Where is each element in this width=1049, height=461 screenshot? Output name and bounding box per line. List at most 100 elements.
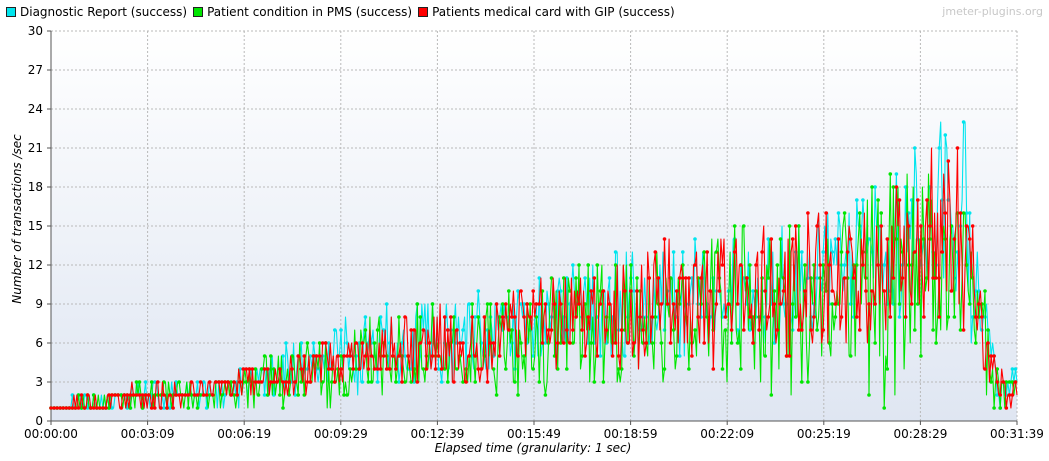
series-1-point <box>720 367 725 371</box>
series-2-point <box>995 380 999 384</box>
series-1-point <box>748 263 752 267</box>
series-2-point <box>809 328 813 332</box>
series-2-point <box>418 341 423 345</box>
series-2-point <box>372 367 377 371</box>
series-1-point <box>677 302 682 306</box>
series-2-point <box>391 354 395 358</box>
series-2-point <box>784 354 789 358</box>
series-0-point <box>671 250 676 254</box>
series-2-point <box>601 289 606 293</box>
series-1-point <box>723 328 728 332</box>
series-1-point <box>470 302 475 306</box>
series-2-point <box>693 263 697 267</box>
series-2-point <box>949 289 954 293</box>
series-2-point <box>913 250 917 254</box>
series-2-point <box>897 198 902 202</box>
series-0-point <box>284 341 288 345</box>
series-2-point <box>49 406 53 410</box>
series-1-point <box>800 380 804 384</box>
series-0-point <box>623 354 627 358</box>
series-2-point <box>510 315 514 319</box>
series-2-point <box>684 276 688 280</box>
series-0-point <box>583 276 587 280</box>
series-2-point <box>916 198 920 202</box>
series-2-point <box>476 367 481 371</box>
series-1-point <box>775 263 780 267</box>
series-1-point <box>967 302 972 306</box>
series-1-point <box>76 393 81 397</box>
series-1-point <box>601 380 606 384</box>
series-2-point <box>885 237 890 241</box>
series-2-point <box>415 380 420 384</box>
legend-label-patient-condition: Patient condition in PMS (success) <box>207 5 413 19</box>
series-0-point <box>873 185 877 189</box>
series-2-point <box>314 354 319 358</box>
series-1-point <box>592 380 597 384</box>
series-2-point <box>992 354 996 358</box>
series-2-point <box>64 406 69 410</box>
series-2-point <box>189 380 194 384</box>
series-2-point <box>986 341 990 345</box>
series-2-point <box>851 276 856 280</box>
series-2-point <box>580 328 584 332</box>
series-2-point <box>671 302 676 306</box>
series-2-point <box>555 341 560 345</box>
series-1-point <box>500 302 505 306</box>
series-0-point <box>403 354 407 358</box>
legend-item-diagnostic-report[interactable]: Diagnostic Report (success) <box>6 5 187 19</box>
series-1-point <box>366 380 371 384</box>
legend-item-patient-condition[interactable]: Patient condition in PMS (success) <box>193 5 412 19</box>
series-0-point <box>937 146 941 150</box>
series-2-point <box>1013 380 1018 384</box>
legend-swatch-diagnostic-report <box>6 7 16 17</box>
series-1-point <box>983 289 987 293</box>
series-1-point <box>888 172 893 176</box>
legend-item-medical-card[interactable]: Patients medical card with GIP (success) <box>418 5 675 19</box>
series-2-point <box>409 328 414 332</box>
series-1-point <box>461 380 465 384</box>
series-2-point <box>369 354 374 358</box>
series-0-point <box>571 263 575 267</box>
series-1-point <box>989 380 993 384</box>
series-0-point <box>400 341 404 345</box>
series-2-point <box>269 380 273 384</box>
series-1-point <box>354 367 359 371</box>
x-tick-label-6: 00:18:59 <box>604 427 658 441</box>
series-0-point <box>143 380 148 384</box>
series-2-point <box>241 367 246 371</box>
series-2-point <box>168 393 172 397</box>
series-2-point <box>507 328 511 332</box>
series-1-point <box>995 367 999 371</box>
series-2-point <box>955 146 960 150</box>
series-2-point <box>232 380 236 384</box>
series-2-point <box>824 211 828 215</box>
series-2-point <box>207 380 212 384</box>
series-2-point <box>143 393 148 397</box>
series-0-point <box>397 380 401 384</box>
series-1-point <box>879 211 883 215</box>
series-0-point <box>293 393 298 397</box>
series-2-point <box>568 341 572 345</box>
series-0-point <box>378 315 383 319</box>
series-1-point <box>278 393 282 397</box>
series-2-point <box>1007 393 1012 397</box>
series-2-point <box>52 406 56 410</box>
series-2-point <box>818 263 822 267</box>
series-2-point <box>156 380 160 384</box>
series-1-point <box>415 302 420 306</box>
series-2-point <box>107 393 111 397</box>
series-1-point <box>571 341 575 345</box>
series-0-point <box>299 341 304 345</box>
series-1-point <box>394 380 398 384</box>
series-2-point <box>552 302 557 306</box>
series-1-point <box>516 393 520 397</box>
series-1-point <box>229 380 233 384</box>
series-2-point <box>323 341 328 345</box>
y-tick-label-6: 18 <box>28 180 43 194</box>
series-1-point <box>363 328 368 332</box>
series-2-point <box>1010 393 1015 397</box>
series-2-point <box>873 302 877 306</box>
series-2-point <box>946 159 951 163</box>
series-1-point <box>320 380 325 384</box>
